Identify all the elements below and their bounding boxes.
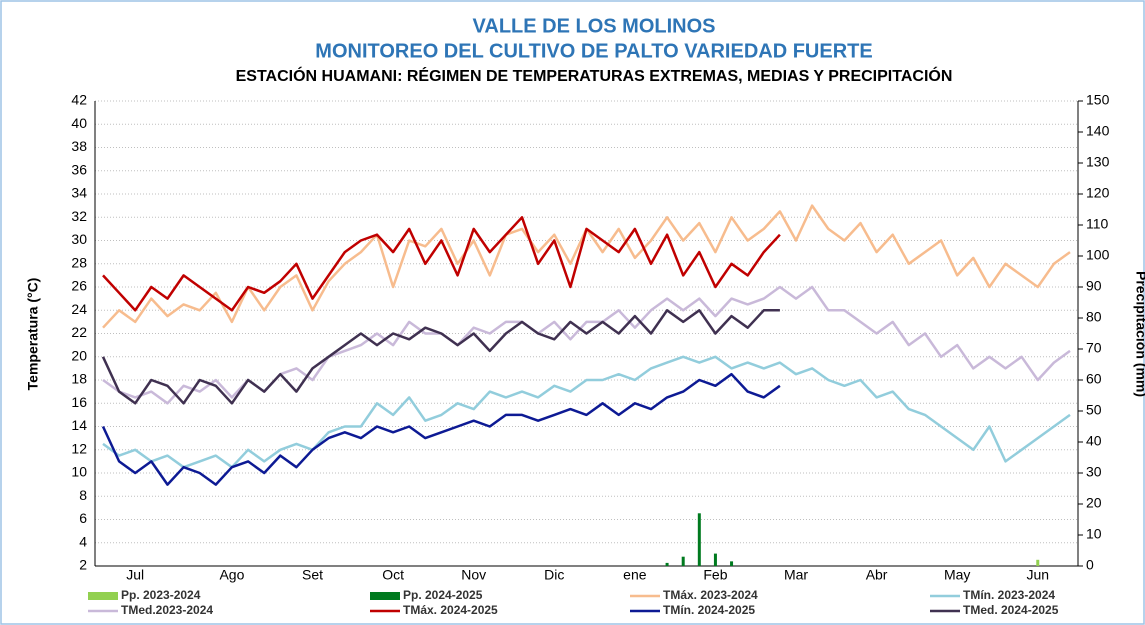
series-line	[102, 216, 781, 312]
y-tick-label: 32	[71, 208, 87, 224]
y2-tick-label: 100	[1086, 247, 1110, 263]
precip-bar	[697, 513, 701, 566]
x-tick-label: Jun	[1026, 567, 1049, 583]
precip-bar	[1036, 559, 1040, 566]
y2-tick-label: 140	[1086, 123, 1110, 139]
x-tick-label: Jul	[126, 567, 144, 583]
precip-bar	[730, 561, 734, 566]
y-tick-label: 42	[71, 92, 87, 108]
x-tick-label: Dic	[544, 567, 564, 583]
y2-tick-label: 50	[1086, 402, 1102, 418]
legend-label: TMáx. 2023-2024	[663, 588, 758, 602]
y2-tick-label: 120	[1086, 185, 1110, 201]
y-tick-label: 6	[79, 510, 87, 526]
y2-tick-label: 110	[1086, 216, 1109, 232]
y-tick-label: 18	[71, 371, 87, 387]
y-tick-label: 8	[79, 487, 87, 503]
legend-label: TMed.2023-2024	[121, 603, 213, 617]
x-tick-label: Mar	[784, 567, 808, 583]
y-tick-label: 40	[71, 115, 87, 131]
y2-tick-label: 60	[1086, 371, 1102, 387]
x-tick-label: Set	[302, 567, 323, 583]
precip-bar	[665, 562, 669, 566]
y2-tick-label: 20	[1086, 495, 1102, 511]
x-tick-label: Nov	[461, 567, 486, 583]
y-tick-label: 22	[71, 324, 87, 340]
y-tick-label: 30	[71, 231, 87, 247]
series-line	[102, 355, 1071, 469]
y2-tick-label: 30	[1086, 464, 1102, 480]
legend-label: Pp. 2024-2025	[403, 588, 483, 602]
y-tick-label: 26	[71, 278, 87, 294]
y2-axis-label: Precipitación (mm)	[1133, 271, 1145, 397]
y-tick-label: 36	[71, 161, 87, 177]
y-tick-label: 10	[71, 464, 87, 480]
x-tick-label: ene	[623, 567, 647, 583]
legend-label: TMín. 2023-2024	[963, 588, 1055, 602]
series-line	[101, 309, 780, 405]
x-tick-label: May	[944, 567, 970, 583]
y2-tick-label: 130	[1086, 154, 1110, 170]
x-tick-label: Oct	[382, 567, 404, 583]
y-tick-label: 14	[71, 417, 87, 433]
x-tick-label: Feb	[703, 567, 727, 583]
legend-label: TMáx. 2024-2025	[403, 603, 498, 617]
legend-swatch	[88, 592, 118, 600]
y2-tick-label: 80	[1086, 309, 1102, 325]
legend-label: TMín. 2024-2025	[663, 603, 755, 617]
chart-title: VALLE DE LOS MOLINOS	[473, 15, 716, 37]
y2-tick-label: 10	[1086, 526, 1102, 542]
y-tick-label: 20	[71, 347, 87, 363]
x-tick-label: Abr	[866, 567, 888, 583]
precip-bar	[681, 556, 685, 566]
legend-swatch	[370, 592, 400, 600]
y-tick-label: 16	[71, 394, 87, 410]
y-tick-label: 28	[71, 254, 87, 270]
y-axis-label: Temperatura (°C)	[25, 278, 41, 391]
series-line	[101, 372, 781, 486]
chart-title-2: MONITOREO DEL CULTIVO DE PALTO VARIEDAD …	[315, 40, 872, 62]
y-tick-label: 2	[79, 557, 87, 573]
y2-tick-label: 0	[1086, 557, 1094, 573]
y2-tick-label: 90	[1086, 278, 1102, 294]
legend-label: Pp. 2023-2024	[121, 588, 201, 602]
y-tick-label: 38	[71, 138, 87, 154]
x-tick-label: Ago	[219, 567, 244, 583]
y-tick-label: 24	[71, 301, 87, 317]
y2-tick-label: 40	[1086, 433, 1102, 449]
y-tick-label: 4	[79, 533, 87, 549]
y-tick-label: 34	[71, 185, 87, 201]
precip-bar	[713, 553, 717, 566]
chart-subtitle: ESTACIÓN HUAMANI: RÉGIMEN DE TEMPERATURA…	[236, 66, 953, 85]
y2-tick-label: 150	[1086, 92, 1110, 108]
y2-tick-label: 70	[1086, 340, 1102, 356]
y-tick-label: 12	[71, 440, 87, 456]
legend-label: TMed. 2024-2025	[963, 603, 1059, 617]
